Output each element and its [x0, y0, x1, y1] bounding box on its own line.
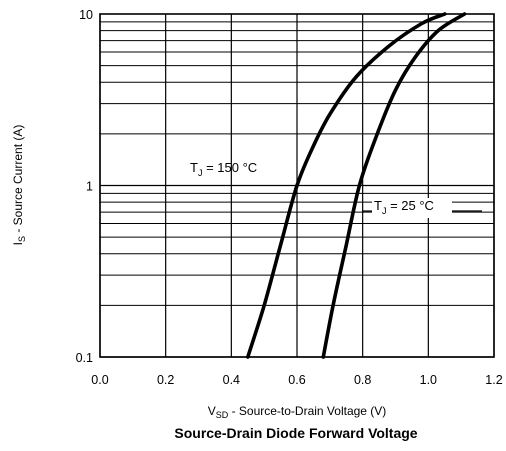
x-tick-label: 1.2: [485, 373, 502, 387]
series-label-25c-text: TJ = 25 °C: [374, 198, 434, 216]
y-tick-label: 0.1: [76, 351, 93, 365]
x-tick-label: 0.6: [288, 373, 305, 387]
series-label-25c-bg: [372, 198, 452, 218]
series-label-25c: TJ = 25 °C: [362, 198, 482, 218]
series-label-150c: TJ = 150 °C: [190, 160, 257, 178]
y-tick-label: 10: [79, 8, 93, 22]
series-line-150c: [246, 12, 447, 359]
series-label-150c-text: TJ = 150 °C: [190, 160, 257, 178]
x-tick-label: 0.8: [354, 373, 371, 387]
chart-title: Source-Drain Diode Forward Voltage: [174, 425, 417, 441]
x-tick-label: 0.4: [223, 373, 240, 387]
series-layer: [246, 12, 467, 359]
y-tick-label: 1: [86, 180, 93, 194]
plot-frame: [99, 13, 495, 358]
x-tick-label: 0.2: [157, 373, 174, 387]
tick-labels: 0.0 0.2 0.4 0.6 0.8 1.0 1.2 0.1 1 10: [76, 8, 503, 387]
x-tick-label: 1.0: [420, 373, 437, 387]
y-axis-title: IS - Source Current (A): [11, 125, 27, 246]
x-axis-title: VSD - Source-to-Drain Voltage (V): [208, 404, 387, 420]
x-tick-label: 0.0: [91, 373, 108, 387]
series-line-25c: [321, 12, 467, 359]
